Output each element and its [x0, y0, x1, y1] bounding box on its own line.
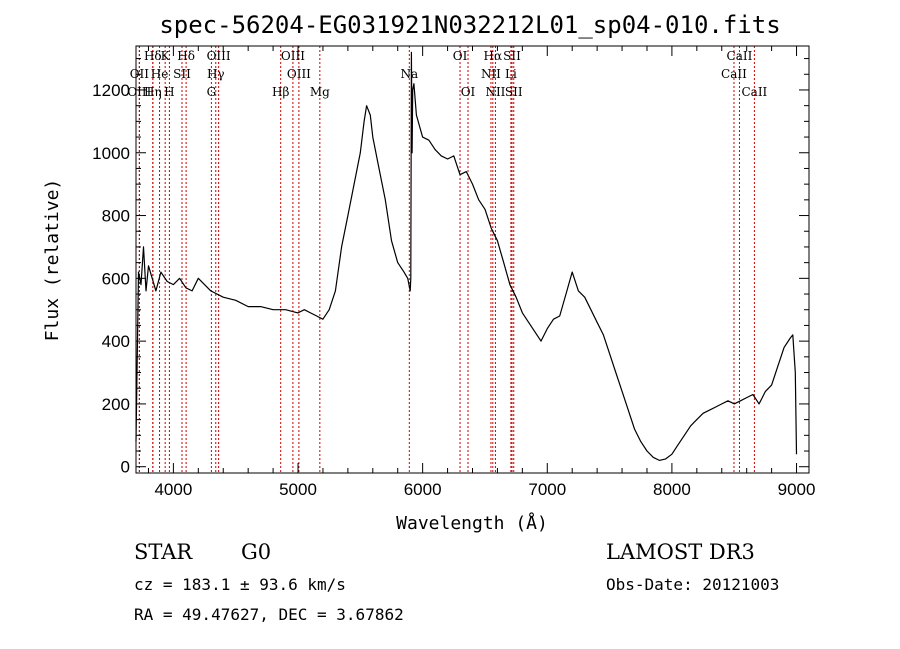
y-tick-label-2: 400: [102, 332, 130, 351]
line-label-7: SII: [503, 49, 521, 63]
line-label-27: CaII: [741, 85, 767, 99]
line-label-1: K: [161, 49, 171, 63]
line-label-11: SII: [173, 67, 191, 81]
line-label-4: OIII: [281, 49, 305, 63]
line-label-15: NII: [481, 67, 501, 81]
line-label-5: OI: [453, 49, 468, 63]
line-label-14: Na: [400, 67, 418, 81]
line-label-16: Li: [505, 67, 517, 81]
line-label-22: Hβ: [272, 85, 289, 99]
x-tick-label-5: 9000: [778, 480, 816, 499]
redshift-cz: cz = 183.1 ± 93.6 km/s: [134, 575, 346, 594]
line-label-20: H: [164, 85, 174, 99]
line-label-13: OIII: [287, 67, 311, 81]
y-tick-label-6: 1200: [92, 81, 130, 100]
line-label-8: CaII: [727, 49, 753, 63]
line-label-23: Mg: [310, 85, 330, 99]
line-label-12: Hγ: [207, 67, 225, 81]
line-label-0: Hδ: [144, 49, 162, 63]
line-label-2: Hδ: [177, 49, 195, 63]
observation-date: Obs-Date: 20121003: [606, 575, 779, 594]
chart-title: spec-56204-EG031921N032212L01_sp04-010.f…: [159, 11, 780, 39]
line-label-18: OIII: [127, 85, 151, 99]
spectrum-line-flux: [135, 51, 798, 461]
object-class: STAR: [134, 540, 193, 564]
y-axis-ticks: 0 200 400 600 800 1000 1200: [92, 58, 809, 477]
x-tick-label-0: 4000: [154, 480, 192, 499]
x-tick-label-1: 5000: [279, 480, 317, 499]
line-label-3: OIII: [207, 49, 231, 63]
object-subclass: G0: [241, 540, 271, 564]
plot-frame: [135, 45, 810, 474]
y-tick-label-1: 200: [102, 395, 130, 414]
line-label-24: OI: [461, 85, 476, 99]
y-tick-label-3: 600: [102, 269, 130, 288]
y-tick-label-4: 800: [102, 207, 130, 226]
line-label-6: Hα: [484, 49, 503, 63]
line-label-19: Hη: [144, 85, 162, 99]
x-axis-ticks: 4000 5000 6000 7000 8000 9000: [147, 46, 816, 499]
line-label-25: NII: [485, 85, 505, 99]
y-tick-label-0: 0: [121, 458, 130, 477]
line-label-26: SII: [505, 85, 523, 99]
spectral-line-markers: [138, 46, 755, 473]
ra-dec-coordinates: RA = 49.47627, DEC = 3.67862: [134, 605, 404, 624]
x-tick-label-4: 8000: [653, 480, 691, 499]
y-tick-label-5: 1000: [92, 144, 130, 163]
x-tick-label-3: 7000: [528, 480, 566, 499]
y-axis-label: Flux (relative): [42, 179, 63, 342]
spectrum-series: [135, 51, 798, 461]
line-label-17: CaII: [721, 67, 747, 81]
x-tick-label-2: 6000: [404, 480, 442, 499]
line-label-10: He: [151, 67, 169, 81]
line-label-21: G: [207, 85, 217, 99]
x-axis-label: Wavelength (Å): [396, 512, 548, 534]
survey-name: LAMOST DR3: [606, 540, 755, 564]
